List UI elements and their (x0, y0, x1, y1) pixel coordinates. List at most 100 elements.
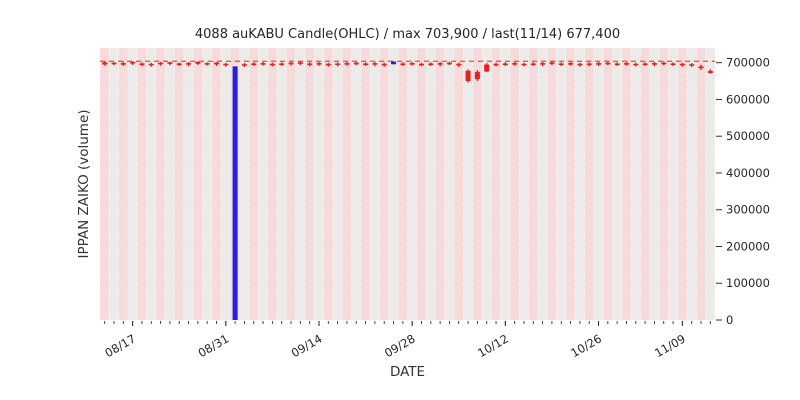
day-band (435, 48, 445, 320)
candle-body (474, 71, 480, 80)
candle-body (195, 61, 201, 64)
y-tick-label: 700000 (726, 56, 770, 70)
candle-body (623, 63, 629, 65)
candle-body (260, 63, 266, 65)
day-band (519, 48, 529, 320)
candle-body (484, 64, 490, 72)
day-band (416, 48, 427, 320)
day-band (249, 48, 259, 320)
candle-body (549, 62, 555, 64)
day-band (640, 48, 650, 320)
day-band (463, 48, 473, 320)
day-band (118, 48, 128, 320)
x-tick-label: 08/17 (102, 331, 138, 360)
candle-body (223, 63, 229, 66)
day-band (277, 48, 287, 320)
candle-body (568, 63, 574, 65)
day-band (202, 48, 212, 320)
day-band (137, 48, 147, 320)
day-band (705, 48, 715, 320)
candle-body (418, 63, 424, 66)
candle-body (316, 63, 322, 65)
day-band (565, 48, 576, 320)
candle-body (148, 63, 154, 66)
day-band (165, 48, 175, 320)
day-band (183, 48, 194, 320)
day-band (221, 48, 231, 320)
candle-body (391, 61, 397, 65)
day-band (593, 48, 604, 320)
candle-body (139, 63, 145, 66)
candle-body (409, 63, 415, 65)
x-tick-label: 09/28 (382, 331, 418, 360)
x-tick-label: 09/14 (289, 331, 325, 360)
y-tick-label: 200000 (726, 239, 770, 253)
candle-body (288, 62, 294, 65)
candle-body (372, 63, 378, 65)
candle-body (307, 63, 313, 66)
candle-body (111, 62, 117, 65)
day-band (482, 48, 492, 320)
candle-body (614, 63, 620, 66)
day-band (668, 48, 678, 320)
candle-body (670, 63, 676, 66)
candle-body (446, 62, 452, 65)
day-band (621, 48, 632, 320)
day-band (491, 48, 501, 320)
day-band (649, 48, 660, 320)
day-band (677, 48, 688, 320)
candle-body (269, 63, 275, 66)
y-tick-label: 400000 (726, 166, 770, 180)
x-axis-label: DATE (389, 364, 426, 380)
y-tick-label: 600000 (726, 92, 770, 106)
day-band (146, 48, 156, 320)
day-band (696, 48, 706, 320)
candle-body (363, 63, 369, 66)
candle-body (130, 61, 136, 64)
day-band (211, 48, 222, 320)
day-band (193, 48, 203, 320)
candle-body (232, 66, 238, 320)
day-band (305, 48, 315, 320)
day-band (174, 48, 184, 320)
day-band (388, 48, 399, 320)
candle-body (540, 63, 546, 65)
y-tick-label: 500000 (726, 129, 770, 143)
candle-body (381, 63, 387, 66)
day-band (379, 48, 389, 320)
candle-body (213, 62, 219, 65)
candle-body (596, 63, 602, 65)
day-band (687, 48, 697, 320)
candle-body (344, 63, 350, 65)
candle-body (642, 63, 648, 66)
candle-body (661, 62, 667, 65)
candle-body (633, 63, 639, 66)
day-band (267, 48, 278, 320)
candle-body (353, 62, 359, 65)
day-band (109, 48, 119, 320)
day-band (286, 48, 296, 320)
candle-body (689, 64, 695, 66)
candle-body (521, 63, 527, 66)
day-band (454, 48, 464, 320)
candle-body (400, 63, 406, 66)
day-band (323, 48, 333, 320)
day-band (360, 48, 371, 320)
candle-body (493, 63, 499, 66)
candle-body (279, 63, 285, 66)
day-band (556, 48, 566, 320)
candle-body (241, 64, 247, 66)
candle-body (120, 63, 126, 65)
candle-body (558, 63, 564, 66)
day-band (314, 48, 324, 320)
candle-body (297, 62, 303, 64)
candle-body (102, 62, 108, 65)
day-band (612, 48, 622, 320)
candle-body (325, 63, 331, 66)
day-band (370, 48, 380, 320)
day-band (239, 48, 250, 320)
day-band (537, 48, 548, 320)
candle-body (186, 63, 192, 65)
x-tick-label: 10/26 (568, 331, 604, 360)
x-tick-label: 10/12 (475, 331, 511, 360)
